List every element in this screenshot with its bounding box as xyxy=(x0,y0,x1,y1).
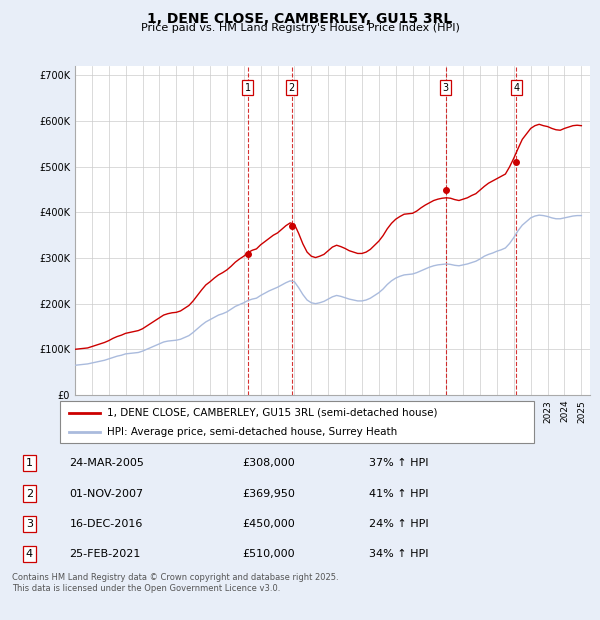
Text: 1: 1 xyxy=(245,82,251,93)
Text: 2: 2 xyxy=(289,82,295,93)
Text: 3: 3 xyxy=(26,519,33,529)
Text: 25-FEB-2021: 25-FEB-2021 xyxy=(70,549,141,559)
Text: 24-MAR-2005: 24-MAR-2005 xyxy=(70,458,145,468)
Text: 2: 2 xyxy=(26,489,33,498)
Text: 34% ↑ HPI: 34% ↑ HPI xyxy=(369,549,428,559)
Text: 4: 4 xyxy=(514,82,520,93)
Text: Contains HM Land Registry data © Crown copyright and database right 2025.
This d: Contains HM Land Registry data © Crown c… xyxy=(12,574,338,593)
Text: 1, DENE CLOSE, CAMBERLEY, GU15 3RL (semi-detached house): 1, DENE CLOSE, CAMBERLEY, GU15 3RL (semi… xyxy=(107,407,438,417)
Text: £308,000: £308,000 xyxy=(242,458,295,468)
Text: 41% ↑ HPI: 41% ↑ HPI xyxy=(369,489,428,498)
Text: £369,950: £369,950 xyxy=(242,489,295,498)
Text: 4: 4 xyxy=(26,549,33,559)
Text: 24% ↑ HPI: 24% ↑ HPI xyxy=(369,519,429,529)
Text: HPI: Average price, semi-detached house, Surrey Heath: HPI: Average price, semi-detached house,… xyxy=(107,427,398,437)
Text: 1: 1 xyxy=(26,458,33,468)
Text: £450,000: £450,000 xyxy=(242,519,295,529)
Text: £510,000: £510,000 xyxy=(242,549,295,559)
Text: 37% ↑ HPI: 37% ↑ HPI xyxy=(369,458,428,468)
Text: Price paid vs. HM Land Registry's House Price Index (HPI): Price paid vs. HM Land Registry's House … xyxy=(140,23,460,33)
Text: 1, DENE CLOSE, CAMBERLEY, GU15 3RL: 1, DENE CLOSE, CAMBERLEY, GU15 3RL xyxy=(148,12,452,27)
Text: 16-DEC-2016: 16-DEC-2016 xyxy=(70,519,143,529)
Text: 3: 3 xyxy=(443,82,449,93)
Text: 01-NOV-2007: 01-NOV-2007 xyxy=(70,489,144,498)
FancyBboxPatch shape xyxy=(60,401,534,443)
